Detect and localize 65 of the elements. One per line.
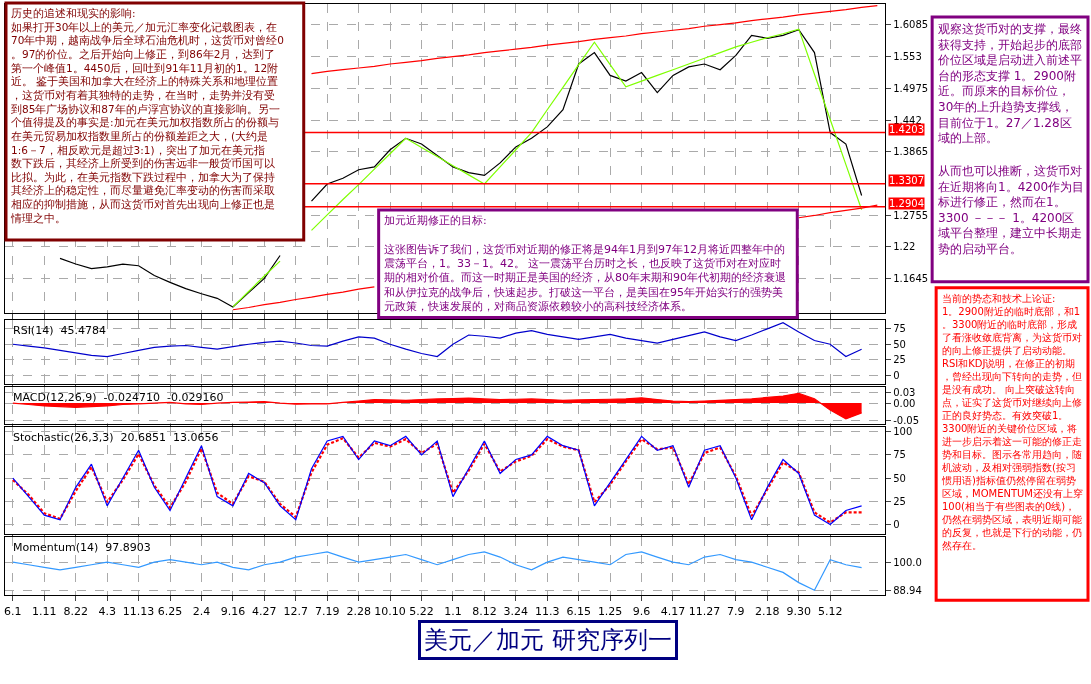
chart-title: Stochastic(26,3,3) 20.6851 13.0656 bbox=[13, 431, 219, 444]
x-tick-label: 12.7 bbox=[283, 604, 309, 618]
y-tick-label: 25 bbox=[893, 495, 906, 507]
x-tick-label: 1.1 bbox=[444, 604, 462, 618]
y-tick-label: 1.3865 bbox=[893, 146, 929, 158]
y-tick-label: 0 bbox=[893, 518, 900, 530]
x-tick-label: 10.10 bbox=[374, 604, 406, 618]
x-tick-label: 5.22 bbox=[409, 604, 434, 618]
text: 加元近期修正的目标: 这张图告诉了我们，这货币对近期的修正将是94年1月到97年12月将近四整年中的震荡平台，1。33－1。42。 这一震荡平台历时之长，也反映了这货币对在对应时期的相对价值。而这一时期正是美国的经济，从80年末期和90年代初期的经济衰退和从伊拉克的战争后，快速起步。打破这一平台，是美国在95年开始实行的强势美元政策，快速发展的，对商品资源依赖较小的高科技经济体系。 bbox=[384, 214, 786, 313]
y-tick-label: 1.2755 bbox=[893, 209, 929, 221]
text: 从而也可以推断，这货币对在近期将向1。4200作为目标进行修正，然而在1。3300 －－－ 1。4200区域平台整理，建立中长期走势的启动平台。 bbox=[937, 164, 1085, 256]
x-tick-label: 7.19 bbox=[314, 604, 340, 618]
x-tick-label: 8.12 bbox=[472, 604, 497, 618]
y-tick-label: 100.0 bbox=[893, 556, 922, 568]
chart-title: MACD(12,26,9) -0.024710 -0.029160 bbox=[13, 391, 224, 404]
x-tick-label: 11.27 bbox=[688, 604, 721, 618]
y-tick-label: 75 bbox=[893, 323, 906, 335]
x-tick-label: 1.11 bbox=[32, 604, 57, 618]
y-tick-label: 1.553 bbox=[893, 51, 922, 63]
y-tick-label: 1.1645 bbox=[893, 273, 929, 285]
y-tick-label: 1.22 bbox=[893, 241, 916, 253]
line-series bbox=[12, 551, 863, 591]
x-tick-label: 2.4 bbox=[192, 604, 211, 618]
y-tick-label: 50 bbox=[893, 338, 906, 350]
text: 美元／加元 研究序列一 bbox=[424, 626, 672, 654]
y-tick-label: -0.05 bbox=[893, 415, 920, 427]
text: 观察这货币对的支撑，最终获得支持，开始起步的底部价位区域是启动进入前述平台的形态支撑 1。2900附近。而原来的目标价位，30年的上升趋势支撑线，目前位于1。27／1.28区域的上部。 bbox=[937, 22, 1082, 146]
x-tick-label: 5.12 bbox=[817, 604, 843, 618]
x-tick-label: 6.15 bbox=[566, 604, 591, 618]
x-tick-label: 9.16 bbox=[220, 604, 246, 618]
y-tick-label: 0 bbox=[893, 369, 900, 381]
x-tick-label: 9.6 bbox=[632, 604, 651, 618]
y-tick-label: 0.03 bbox=[893, 387, 916, 399]
x-tick-label: 2.18 bbox=[755, 604, 780, 618]
y-tick-label: 1.4975 bbox=[893, 82, 929, 94]
y-tick-label: 100 bbox=[893, 426, 913, 438]
x-tick-label: 4.3 bbox=[98, 604, 116, 618]
text: 当前的势态和技术上论证: 1。2900附近的临时底部，和1。3300附近的临时底部，形成了看涨收敛底背离，为这货币对的向上修正提供了启动动能。 RSI和KDJ说明，在修正的初期，曾经出现向下转向的走势，但是没有成功。 向上突破这转向点，证实了这货币对继续向上修正的良好势态。有效突破1。3300附近的关键价位区域，将进一步启示着这一可能的修正走势和目标。图示各常用趋向，随机波动，及相对强弱指数(按习惯用语)指标值仍然停留在弱势区域，MOMENTUM还没有上穿100(相当于有些图表的0线)，仍然在弱势区域，表明近期可能的反复，也就是下行的动能，仍然存在。 bbox=[942, 293, 1083, 551]
y-tick-label: 1.6085 bbox=[893, 19, 929, 31]
chart-title: RSI(14) 45.4784 bbox=[13, 324, 106, 337]
x-tick-label: 4.27 bbox=[252, 604, 277, 618]
chart-title: Momentum(14) 97.8903 bbox=[13, 541, 151, 554]
x-tick-label: 11.3 bbox=[535, 604, 560, 618]
y-tick-label: 1.442 bbox=[893, 114, 922, 126]
y-tick-label: 88.94 bbox=[893, 584, 922, 596]
text: 历史的追述和现实的影响: 如果打开30年以上的美元／加元汇率变化记载图表，在70年中期，越南战争后全球石油危机时，这货币对曾经0。97的价位。之后开始向上修正，到86年2月，达到了第一个峰值1。4450后，回吐到91年11月初的1。12附近。 鉴于美国和加拿大在经济上的特殊关系和地理位置，这货币对有着其独特的走势，在当时，走势并没有受到85年广场协议和87年的卢浮宫协议的直接影响。另一个值得提及的事实是:加元在美元加权指数所占的份额与在美元贸易加权指数里所占的份额差距之大，(大约是1:6－7，相反欧元是超过3:1)，突出了加元在美元指数下跌后，其经济上所受到的伤害远非一般货币国可以比拟。为此，在美元指数下跌过程中，加拿大为了保持其经济上的稳定性，而尽量避免汇率变动的伤害而采取相应的抑制措施，从而这货币对首先出现向上修正也是情理之中。 bbox=[11, 7, 285, 224]
x-tick-label: 8.22 bbox=[63, 604, 88, 618]
x-tick-label: 6.25 bbox=[157, 604, 183, 618]
ref-line-label: 1.3307 bbox=[889, 175, 924, 186]
ref-line-label: 1.2904 bbox=[889, 198, 924, 209]
line-series bbox=[310, 5, 878, 75]
x-tick-label: 4.17 bbox=[660, 604, 686, 618]
y-tick-label: 50 bbox=[893, 472, 906, 484]
ref-line-label: 1.4203 bbox=[889, 124, 924, 135]
y-tick-label: 25 bbox=[893, 354, 906, 366]
y-tick-label: 0.00 bbox=[893, 397, 916, 409]
line-series bbox=[12, 322, 863, 358]
x-tick-label: 3.24 bbox=[503, 604, 529, 618]
y-tick-label: 75 bbox=[893, 449, 906, 461]
x-tick-label: 7.9 bbox=[727, 604, 745, 618]
x-tick-label: 2.28 bbox=[346, 604, 371, 618]
x-tick-label: 1.25 bbox=[597, 604, 623, 618]
x-tick-label: 6.1 bbox=[4, 604, 22, 618]
x-tick-label: 11.13 bbox=[122, 604, 155, 618]
x-tick-label: 9.30 bbox=[786, 604, 811, 618]
